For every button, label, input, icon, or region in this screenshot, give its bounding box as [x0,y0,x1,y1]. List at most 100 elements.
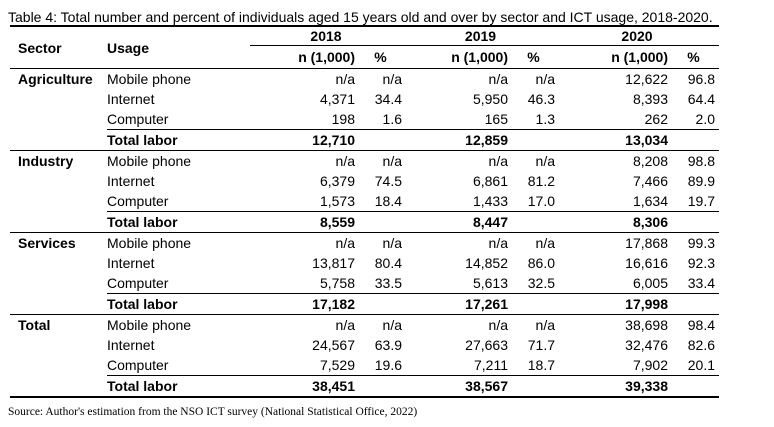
total-percent-cell [512,129,559,151]
n-cell: 262 [644,111,668,127]
percent-cell: 1.3 [535,111,555,127]
n-cell: n/a [488,153,508,169]
table-row: Computer 7,529 19.6 7,211 18.7 7,902 20.1 [10,355,719,376]
total-row: Total labor 12,710 12,859 13,034 [10,129,719,151]
percent-cell: n/a [535,317,555,333]
percent-cell: 89.9 [687,173,715,189]
n-cell: n/a [488,317,508,333]
total-n-cell: 17,182 [250,293,359,315]
total-percent-cell [672,211,719,233]
total-percent-cell [512,375,559,398]
percent-cell: 20.1 [687,357,715,373]
n-cell: 12,622 [625,71,668,87]
total-n-cell: 17,998 [559,293,672,315]
n-cell: 1,634 [632,193,668,209]
sector-header: Sector [10,25,107,69]
total-n-cell: 13,034 [559,129,672,151]
percent-cell: n/a [535,71,555,87]
ict-usage-table: Sector Usage 2018 2019 2020 n (1,000) % … [10,25,719,398]
usage-cell: Computer [107,111,169,127]
percent-cell: 17.0 [527,193,555,209]
n-cell: 7,529 [319,357,355,373]
table-row: Services Mobile phone n/a n/a n/a n/a 17,868 99… [10,232,719,315]
n-cell: 7,466 [632,173,668,189]
total-percent-cell [672,293,719,315]
percent-cell: 1.6 [382,111,402,127]
percent-cell: 74.5 [374,173,402,189]
n-column-header: n (1,000) [406,45,512,69]
n-cell: 16,616 [625,255,668,271]
n-column-header: n (1,000) [559,45,672,69]
percent-column-header: % [672,45,719,69]
table-row: Industry Mobile phone n/a n/a n/a n/a 8,208 98.… [10,150,719,233]
n-cell: 8,208 [632,153,668,169]
percent-cell: n/a [535,235,555,251]
percent-cell: 64.4 [687,91,715,107]
percent-cell: 98.8 [687,153,715,169]
total-n-cell: 12,710 [250,129,359,151]
source-note: Source: Author's estimation from the NSO… [8,406,418,418]
n-cell: 8,393 [632,91,668,107]
n-cell: 17,868 [625,235,668,251]
percent-cell: 96.8 [687,71,715,87]
percent-column-header: % [512,45,559,69]
total-n-cell: 39,338 [559,375,672,398]
percent-cell: 81.2 [527,173,555,189]
total-row: Total labor 38,451 38,567 39,338 [10,375,719,398]
n-cell: 5,613 [472,275,508,291]
sector-cell: Agriculture [10,68,107,151]
n-cell: 14,852 [465,255,508,271]
n-cell: 27,663 [465,337,508,353]
usage-cell: Mobile phone [107,317,192,333]
n-cell: n/a [488,71,508,87]
n-cell: 6,861 [472,173,508,189]
percent-cell: n/a [382,317,402,333]
percent-cell: 18.7 [527,357,555,373]
sector-cell: Services [10,232,107,315]
n-cell: 165 [484,111,508,127]
n-cell: 198 [331,111,355,127]
n-cell: n/a [335,71,355,87]
n-cell: n/a [488,235,508,251]
total-label: Total labor [107,375,250,398]
percent-cell: n/a [382,153,402,169]
percent-cell: n/a [382,71,402,87]
table-row: Internet 6,379 74.5 6,861 81.2 7,466 89.9 [10,171,719,191]
total-label: Total labor [107,129,250,151]
n-cell: 5,950 [472,91,508,107]
total-n-cell: 8,447 [406,211,512,233]
percent-cell: 80.4 [374,255,402,271]
n-column-header: n (1,000) [250,45,359,69]
n-cell: 1,433 [472,193,508,209]
table-row: Total Mobile phone n/a n/a n/a n/a 38,698 98.4 [10,314,719,398]
year-header: 2019 [406,25,559,46]
n-cell: 6,379 [319,173,355,189]
total-n-cell: 12,859 [406,129,512,151]
year-header: 2018 [250,25,406,46]
usage-cell: Internet [107,173,155,189]
usage-cell: Internet [107,255,155,271]
percent-cell: 33.4 [687,275,715,291]
total-n-cell: 38,451 [250,375,359,398]
n-cell: 7,902 [632,357,668,373]
usage-cell: Computer [107,357,169,373]
percent-cell: 34.4 [374,91,402,107]
usage-cell: Internet [107,91,155,107]
total-percent-cell [359,211,406,233]
percent-cell: 92.3 [687,255,715,271]
total-n-cell: 38,567 [406,375,512,398]
percent-column-header: % [359,45,406,69]
percent-cell: 82.6 [687,337,715,353]
usage-header: Usage [107,25,250,69]
n-cell: 4,371 [319,91,355,107]
percent-cell: 63.9 [374,337,402,353]
total-percent-cell [672,375,719,398]
sector-cell: Total [10,314,107,398]
sector-cell: Industry [10,150,107,233]
n-cell: 13,817 [312,255,355,271]
table-row: Agriculture Mobile phone n/a n/a n/a n/a 12,62… [10,68,719,151]
n-cell: 32,476 [625,337,668,353]
usage-cell: Computer [107,275,169,291]
table-row: Computer 1,573 18.4 1,433 17.0 1,634 19.7 [10,191,719,212]
total-percent-cell [672,129,719,151]
